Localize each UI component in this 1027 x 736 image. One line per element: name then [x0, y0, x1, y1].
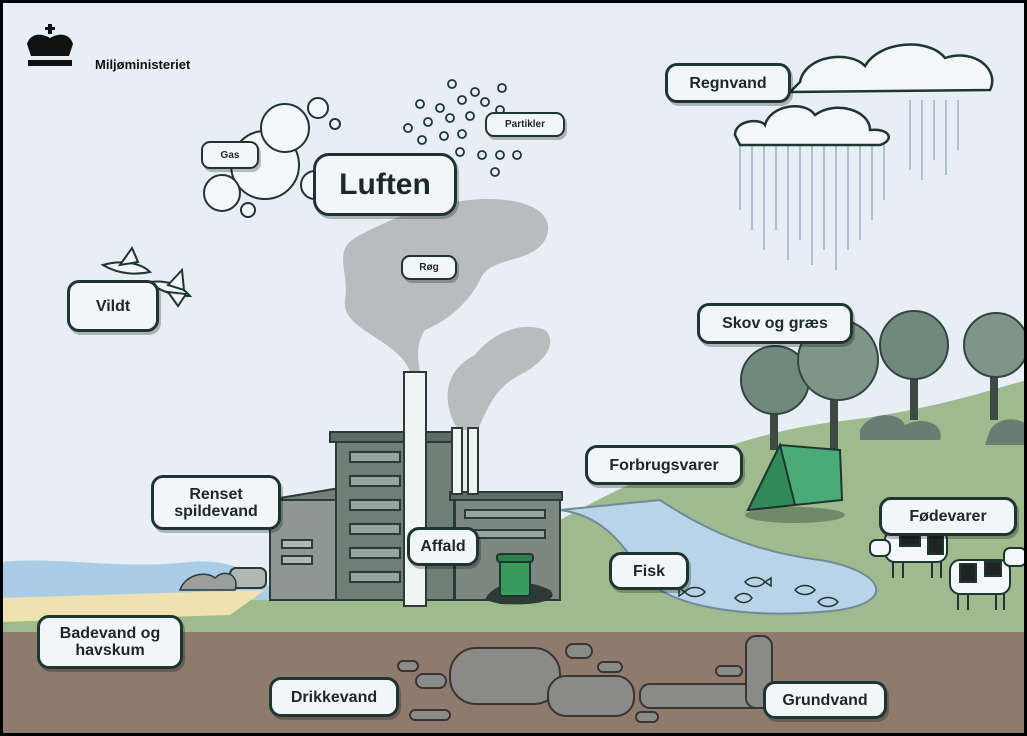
- cloud: [786, 43, 994, 94]
- bin: [499, 559, 531, 597]
- label-fisk[interactable]: Fisk: [609, 552, 689, 590]
- label-spildevand[interactable]: Renset spildevand: [151, 475, 281, 530]
- label-badevand[interactable]: Badevand og havskum: [37, 615, 183, 669]
- label-vildt[interactable]: Vildt: [67, 280, 159, 332]
- label-foedevarer[interactable]: Fødevarer: [879, 497, 1017, 536]
- bin-lid: [496, 553, 534, 563]
- cloud: [733, 105, 890, 147]
- smoke: [447, 326, 551, 430]
- label-gas[interactable]: Gas: [201, 141, 259, 169]
- label-luften[interactable]: Luften: [313, 153, 457, 216]
- label-regnvand[interactable]: Regnvand: [665, 63, 791, 103]
- label-roeg[interactable]: Røg: [401, 255, 457, 280]
- beach: [3, 590, 265, 622]
- label-partikler[interactable]: Partikler: [485, 112, 565, 137]
- cows: [869, 529, 1024, 610]
- tent-door: [746, 442, 797, 512]
- smoke: [343, 199, 549, 372]
- pipes: [397, 635, 773, 723]
- label-drikkevand[interactable]: Drikkevand: [269, 677, 399, 717]
- birds: [100, 245, 193, 308]
- brand: Miljøministeriet: [95, 57, 191, 72]
- particles: [403, 79, 522, 177]
- label-skov[interactable]: Skov og græs: [697, 303, 853, 344]
- outflow-foam: [178, 572, 237, 591]
- tent-shadow: [745, 507, 845, 523]
- fish: [678, 576, 839, 608]
- label-affald[interactable]: Affald: [407, 527, 479, 566]
- factory: [229, 371, 563, 607]
- label-forbrugsvarer[interactable]: Forbrugsvarer: [585, 445, 743, 485]
- label-grundvand[interactable]: Grundvand: [763, 681, 887, 719]
- rain: [739, 100, 959, 270]
- logo: [27, 24, 73, 66]
- illustration: [3, 24, 1024, 733]
